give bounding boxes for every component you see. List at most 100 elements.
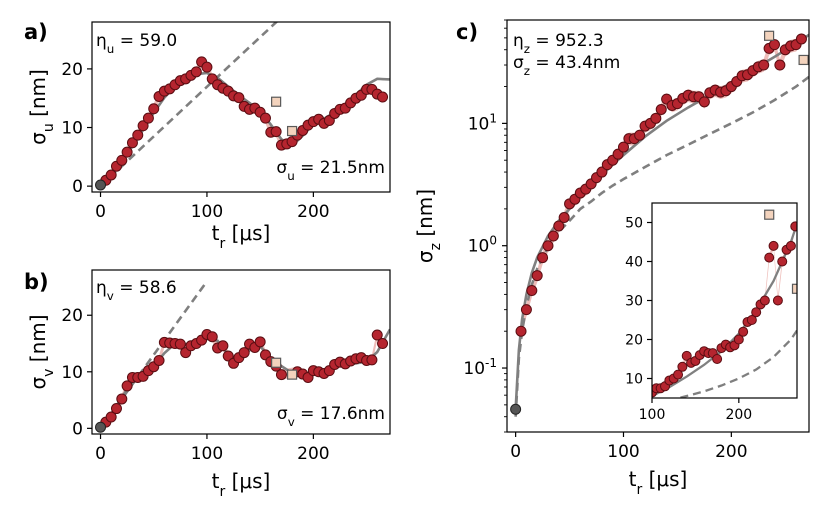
data-point bbox=[639, 394, 648, 403]
data-point bbox=[238, 347, 250, 359]
data-point bbox=[604, 404, 613, 413]
data-point bbox=[681, 350, 692, 361]
plot-area bbox=[510, 30, 809, 417]
axes-frame bbox=[91, 269, 391, 435]
data-point bbox=[233, 92, 245, 104]
data-point bbox=[655, 103, 667, 115]
data-point bbox=[617, 141, 629, 153]
eta-annotation: ηu = 59.0 bbox=[96, 31, 177, 56]
x-tick-label: 200 bbox=[715, 442, 747, 462]
data-point bbox=[259, 112, 271, 124]
data-point bbox=[634, 129, 646, 141]
data-point bbox=[116, 154, 128, 166]
data-point bbox=[520, 304, 532, 316]
data-point bbox=[377, 338, 389, 350]
y-tick-label: 40 bbox=[625, 255, 643, 271]
data-point bbox=[558, 212, 570, 224]
eta-annotation: ηz = 952.3 bbox=[513, 31, 604, 56]
data-point bbox=[537, 252, 549, 264]
start-point bbox=[95, 179, 107, 191]
data-point bbox=[587, 409, 596, 418]
data-point bbox=[673, 369, 684, 380]
panel-label: a) bbox=[24, 20, 48, 44]
data-point bbox=[578, 411, 587, 420]
y-axis-label: σv [nm] bbox=[26, 314, 57, 389]
axes-frame bbox=[506, 19, 810, 433]
data-point bbox=[630, 397, 639, 406]
data-point bbox=[142, 112, 154, 124]
data-point bbox=[121, 380, 133, 392]
data-point bbox=[785, 240, 796, 251]
data-point bbox=[777, 256, 788, 267]
data-point bbox=[377, 91, 389, 103]
data-point bbox=[617, 402, 626, 411]
data-point bbox=[790, 221, 797, 232]
panel-b: 0 100 200 0 10 20 tr [μs] σv [nm] b) ηv = 58.6 σv … bbox=[24, 269, 391, 500]
x-tick-label: 200 bbox=[725, 407, 752, 423]
linear-fit-line bbox=[674, 328, 797, 398]
outlier-point bbox=[791, 283, 797, 294]
data-point bbox=[591, 408, 600, 417]
data-point bbox=[515, 325, 527, 337]
data-point bbox=[600, 406, 609, 415]
y-axis-label: σu [nm] bbox=[26, 69, 57, 145]
sigma-annotation: σz = 43.4nm bbox=[513, 53, 620, 78]
data-point bbox=[222, 350, 234, 362]
panel-label: b) bbox=[24, 270, 49, 294]
x-tick-label: 100 bbox=[607, 442, 639, 462]
data-point bbox=[201, 61, 213, 73]
x-tick-label: 0 bbox=[95, 202, 106, 222]
sigma-annotation: σv = 17.6nm bbox=[277, 404, 385, 429]
data-point bbox=[574, 411, 583, 420]
start-point bbox=[510, 403, 522, 415]
y-tick-label: 20 bbox=[61, 306, 83, 326]
y-tick-label: 100 bbox=[468, 234, 497, 257]
eta-annotation: ηv = 58.6 bbox=[96, 278, 177, 303]
y-tick-label: 20 bbox=[61, 60, 83, 80]
data-point bbox=[126, 137, 138, 149]
y-tick-label: 10-1 bbox=[463, 356, 497, 379]
data-point bbox=[733, 334, 744, 345]
data-point bbox=[116, 393, 128, 405]
panel-c: 0 100 200 10-1 100 101 tr [μs] σz [nm] c) ηz = 95… bbox=[413, 19, 810, 498]
plot-area bbox=[95, 22, 390, 191]
data-point bbox=[596, 166, 608, 178]
data-point bbox=[698, 96, 710, 108]
axes-frame bbox=[91, 21, 391, 193]
y-tick-label: 10 bbox=[625, 372, 643, 388]
data-point bbox=[677, 361, 688, 372]
data-point bbox=[621, 401, 630, 410]
start-point bbox=[95, 421, 107, 433]
y-tick-label: 20 bbox=[625, 333, 643, 349]
x-tick-label: 100 bbox=[191, 444, 223, 464]
data-point bbox=[132, 129, 144, 141]
data-point bbox=[542, 240, 554, 252]
data-point bbox=[626, 399, 635, 408]
data-point bbox=[774, 59, 786, 71]
y-tick-label: 50 bbox=[625, 216, 643, 232]
data-point bbox=[153, 354, 165, 366]
data-point bbox=[110, 403, 122, 415]
y-tick-label: 0 bbox=[72, 177, 83, 197]
data-point bbox=[565, 412, 574, 421]
data-point bbox=[531, 270, 543, 282]
outlier-point bbox=[764, 209, 775, 220]
data-point bbox=[270, 126, 282, 138]
data-point bbox=[206, 331, 218, 343]
data-point bbox=[254, 336, 266, 348]
outlier-point bbox=[286, 125, 298, 137]
x-tick-label: 100 bbox=[639, 407, 666, 423]
x-tick-label: 200 bbox=[297, 202, 329, 222]
data-point bbox=[758, 59, 770, 71]
sigma-annotation: σu = 21.5nm bbox=[276, 158, 385, 183]
data-point bbox=[613, 402, 622, 411]
y-axis-label: σz [nm] bbox=[413, 189, 444, 263]
data-point bbox=[553, 220, 565, 232]
panel-a: 0 100 200 0 10 20 tr [μs] σu [nm] a) ηu = 59.0 σu … bbox=[24, 20, 391, 252]
x-axis-label: tr [μs] bbox=[212, 469, 271, 500]
data-point bbox=[217, 340, 229, 352]
panel-label: c) bbox=[456, 20, 478, 44]
data-point bbox=[275, 369, 287, 381]
data-point bbox=[795, 33, 807, 45]
